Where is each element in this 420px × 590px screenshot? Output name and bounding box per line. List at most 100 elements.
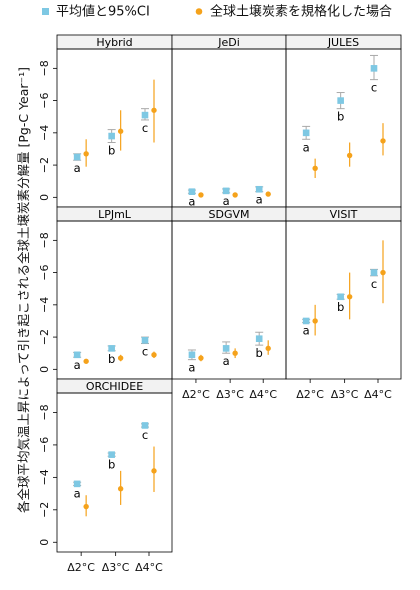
y-tick-label: −6 [38, 264, 51, 280]
mean-point [141, 337, 149, 344]
y-tick-label: 0 [38, 194, 51, 201]
x-tick-label: Δ3°C [102, 561, 130, 574]
mean-point [222, 345, 230, 352]
normalized-point [232, 192, 238, 198]
panel-title-lpjml: LPJmL [98, 208, 132, 221]
y-tick-label: −6 [38, 437, 51, 453]
normalized-point [83, 358, 89, 364]
mean-point [302, 317, 310, 325]
significance-letter: a [303, 140, 310, 154]
y-tick-label: −2 [38, 329, 51, 345]
panel-visit: VISIT a Δ2°C b Δ3°C c Δ4°C [285, 206, 402, 401]
normalized-point [198, 192, 204, 198]
mean-point [255, 185, 263, 193]
mean-point [337, 97, 344, 104]
significance-letter: c [142, 428, 148, 442]
normalized-point [117, 128, 124, 134]
panel-title-hybrid: Hybrid [96, 36, 132, 49]
mean-point [108, 451, 115, 458]
normalized-point [117, 355, 124, 361]
mean-point [222, 187, 230, 195]
x-tick-label: Δ2°C [67, 561, 95, 574]
significance-letter: a [223, 354, 230, 368]
normalized-point [151, 468, 157, 474]
panel-jules: JULES a b c [285, 34, 402, 208]
panel-frame-hybrid [56, 48, 173, 208]
normalized-point [265, 191, 271, 197]
significance-letter: b [108, 352, 115, 366]
y-tick-label: −4 [38, 125, 51, 141]
normalized-point [117, 486, 124, 492]
significance-letter: a [188, 194, 195, 208]
x-tick-label: Δ2°C [182, 388, 210, 401]
normalized-point [312, 165, 318, 172]
y-axis-title: 各全球平均気温上昇によって引き起こされる全球土壌炭素分解量 [Pg-C Year… [16, 67, 31, 513]
legend-marker-mean [42, 8, 49, 15]
panel-frame-jules [285, 48, 402, 208]
normalized-point [198, 355, 204, 361]
significance-letter: a [74, 161, 81, 175]
panel-title-orchidee: ORCHIDEE [86, 380, 143, 393]
y-tick-label: −6 [38, 92, 51, 108]
y-tick-label: −4 [38, 469, 51, 485]
legend-label-mean: 平均値と95%CI [56, 4, 150, 20]
y-tick-label: −4 [38, 297, 51, 313]
significance-letter: a [303, 324, 310, 338]
mean-point [302, 129, 310, 137]
mean-point [73, 480, 81, 488]
significance-letter: b [108, 457, 115, 471]
normalized-point [346, 152, 353, 159]
mean-point [108, 345, 115, 352]
panel-title-jedi: JeDi [217, 36, 240, 49]
panel-title-sdgvm: SDGVM [209, 208, 250, 221]
panel-frame-visit [285, 220, 402, 380]
normalized-point [380, 269, 386, 276]
mean-point [370, 65, 378, 72]
panel-grid: Hybrid 0 −2 −4 −6 −8 a b c JeDi a a a JULES a b c LPJmL 0 −… [38, 34, 402, 574]
y-tick-label: −8 [38, 60, 51, 76]
significance-letter: c [371, 277, 377, 291]
mean-point [141, 422, 149, 429]
panel-frame-orchidee [56, 392, 173, 553]
normalized-point [346, 294, 353, 300]
x-tick-label: Δ3°C [331, 388, 359, 401]
mean-point [73, 153, 81, 161]
normalized-point [83, 503, 89, 510]
significance-letter: c [371, 81, 377, 95]
significance-letter: a [223, 194, 230, 208]
x-tick-label: Δ2°C [296, 388, 324, 401]
normalized-point [312, 318, 318, 324]
panel-orchidee: ORCHIDEE 0 −2 −4 −6 −8 a Δ2°C b Δ3°C c Δ4°C [38, 378, 173, 574]
normalized-point [232, 350, 238, 356]
legend-label-normalized: 全球土壌炭素を規格化した場合 [210, 4, 392, 20]
x-tick-label: Δ4°C [364, 388, 392, 401]
y-tick-label: 0 [38, 366, 51, 373]
significance-letter: c [142, 121, 148, 135]
y-tick-label: 0 [38, 539, 51, 546]
mean-point [141, 111, 149, 119]
normalized-point [265, 345, 271, 352]
mean-point [73, 351, 81, 359]
panel-jedi: JeDi a a a [171, 34, 287, 208]
panel-frame-jedi [171, 48, 287, 208]
x-tick-label: Δ4°C [249, 388, 277, 401]
normalized-point [380, 138, 386, 144]
y-tick-label: −8 [38, 404, 51, 420]
panel-hybrid: Hybrid 0 −2 −4 −6 −8 a b c [38, 34, 173, 208]
normalized-point [151, 107, 157, 113]
significance-letter: b [337, 110, 344, 124]
significance-letter: b [108, 144, 115, 158]
legend-marker-normalized [195, 8, 203, 15]
panel-lpjml: LPJmL 0 −2 −4 −6 −8 a b c [38, 206, 173, 380]
normalized-point [83, 151, 89, 157]
mean-point [255, 335, 263, 342]
mean-point [370, 269, 378, 276]
significance-letter: a [256, 193, 263, 207]
y-tick-label: −2 [38, 157, 51, 173]
normalized-point [151, 352, 157, 358]
panel-sdgvm: SDGVM a Δ2°C a Δ3°C b Δ4°C [171, 206, 287, 401]
legend: 平均値と95%CI 全球土壌炭素を規格化した場合 [42, 4, 392, 20]
y-tick-label: −8 [38, 232, 51, 248]
x-tick-label: Δ3°C [216, 388, 244, 401]
panel-title-jules: JULES [327, 36, 359, 49]
